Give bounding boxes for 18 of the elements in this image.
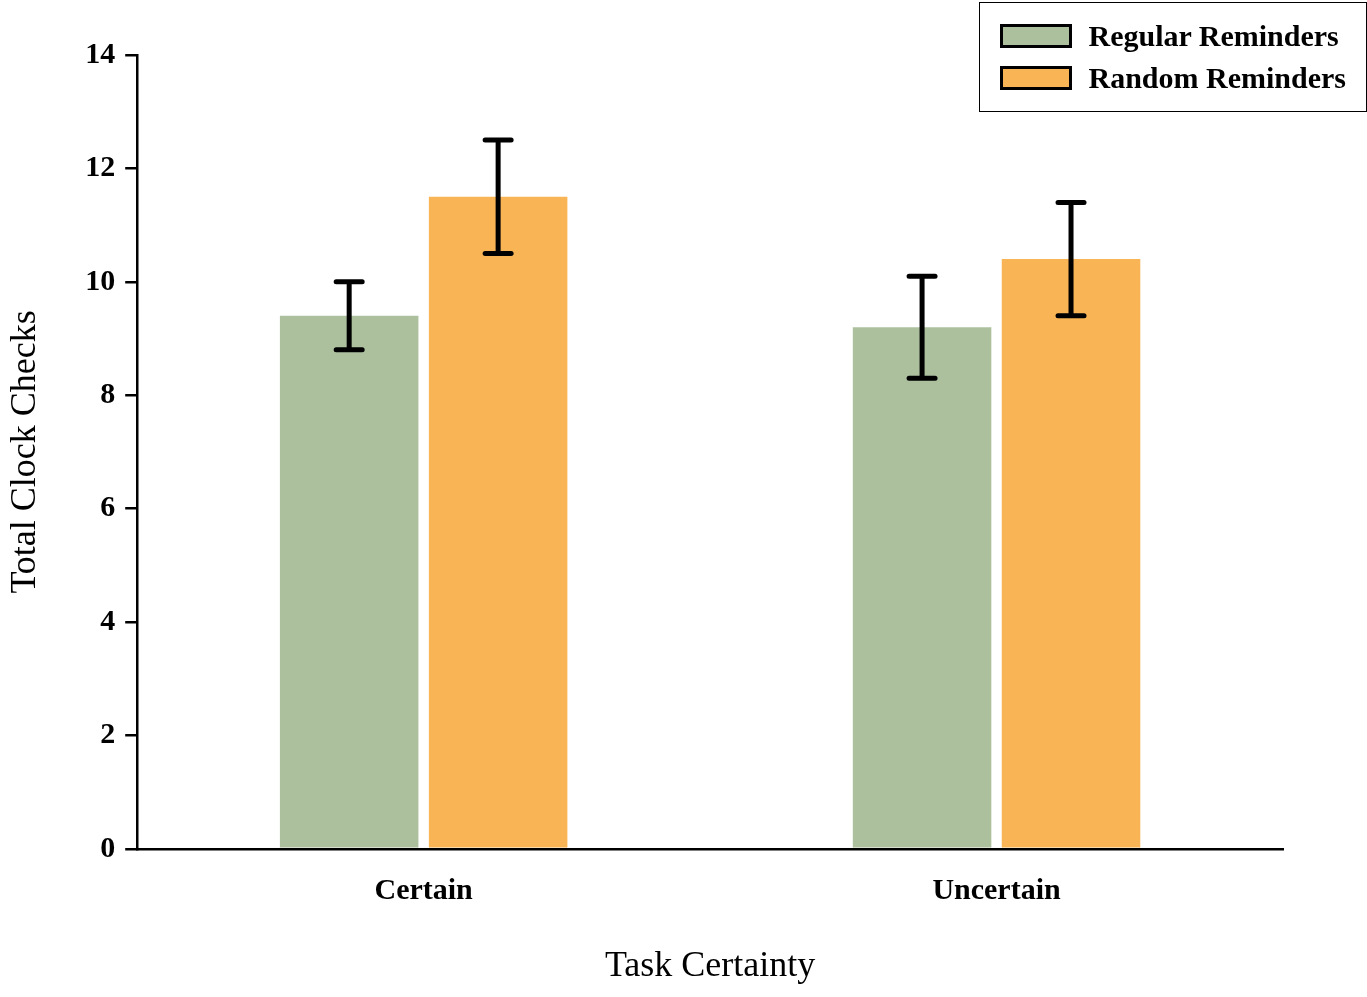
y-tick-label: 10 (85, 262, 116, 296)
y-tick-label: 2 (100, 716, 116, 750)
y-tick-label: 0 (100, 829, 116, 863)
y-tick-label: 14 (85, 35, 116, 69)
bar (428, 196, 568, 848)
legend-label: Random Reminders (1088, 60, 1346, 96)
y-tick-label: 4 (100, 602, 116, 636)
legend-label: Regular Reminders (1088, 18, 1339, 54)
x-tick-label: Certain (374, 871, 474, 905)
y-axis-title: Total Clock Checks (3, 310, 44, 594)
bar (279, 315, 419, 848)
x-tick-label: Uncertain (932, 871, 1062, 905)
y-tick-label: 8 (100, 375, 116, 409)
y-tick-label: 12 (85, 149, 116, 183)
y-tick-label: 6 (100, 489, 116, 523)
bar (1001, 259, 1141, 848)
bar (852, 327, 992, 848)
x-axis-title: Task Certainty (604, 943, 816, 984)
